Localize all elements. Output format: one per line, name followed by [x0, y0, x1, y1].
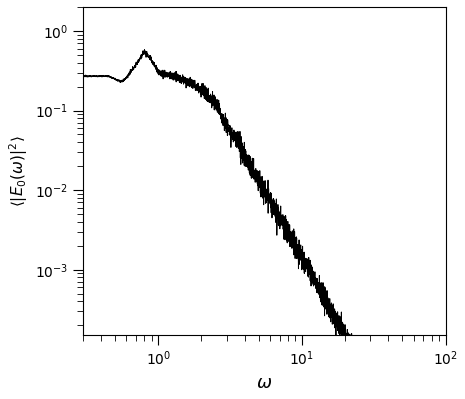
- X-axis label: $\omega$: $\omega$: [256, 374, 272, 392]
- Y-axis label: $\langle |E_0(\omega)|^2 \rangle$: $\langle |E_0(\omega)|^2 \rangle$: [7, 135, 30, 207]
